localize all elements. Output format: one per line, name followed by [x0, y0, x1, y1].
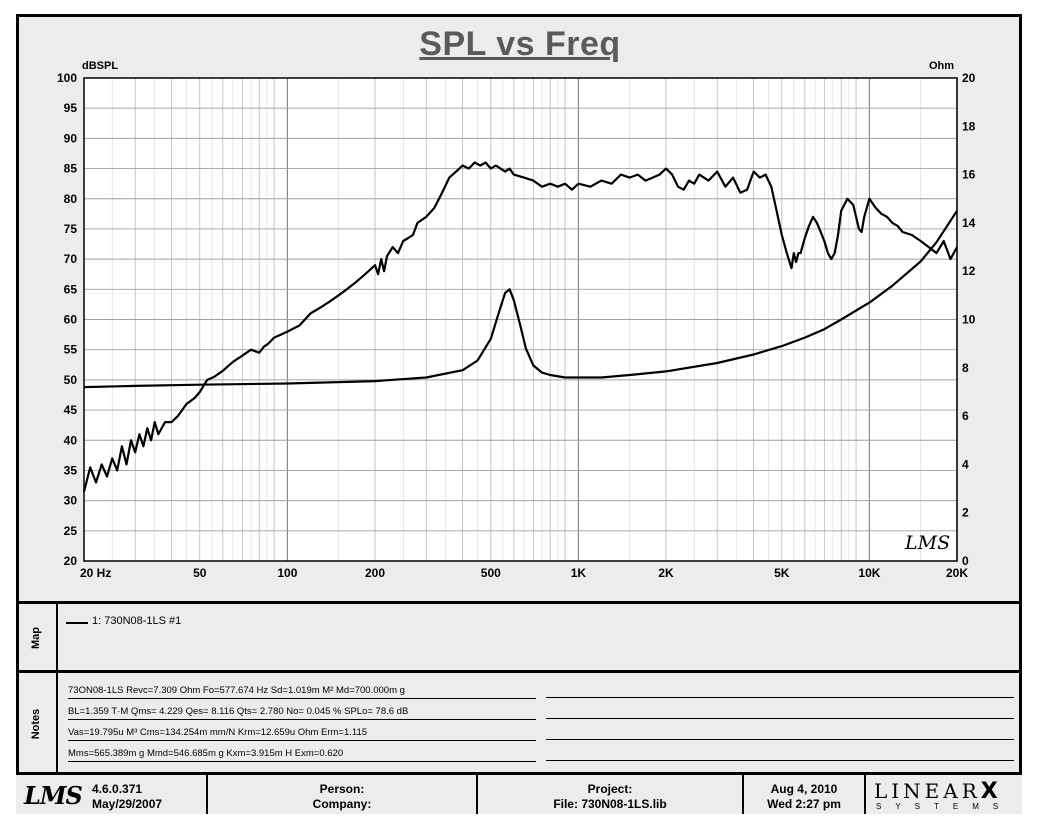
footer-bar: LMS 4.6.0.371 May/29/2007 Person: Compan…	[16, 772, 1022, 814]
footer-brand-cell: LINEARX SYSTEMS	[866, 775, 1016, 814]
plot-border	[83, 77, 958, 562]
y-tick-label: 85	[64, 162, 78, 176]
y-tick-label: 35	[64, 463, 78, 477]
x-tick-label: 10K	[858, 566, 880, 580]
footer-person-cell: Person: Company:	[208, 775, 478, 814]
y-tick-label: 40	[64, 433, 78, 447]
left-axis-unit: dBSPL	[82, 60, 119, 72]
x-tick-label: 20 Hz	[80, 566, 111, 580]
x-tick-label: 500	[481, 566, 501, 580]
y-tick-label: 65	[64, 282, 78, 296]
y-tick-label: 100	[57, 71, 77, 85]
right-axis-unit: Ohm	[929, 60, 955, 72]
y2-tick-label: 10	[962, 313, 976, 327]
y-tick-label: 90	[64, 131, 78, 145]
x-tick-label: 2K	[658, 566, 674, 580]
footer-project-cell: Project: File: 730N08-1LS.lib	[478, 775, 744, 814]
y2-tick-label: 18	[962, 119, 976, 133]
note-line-4: Mms=565.389m g Mmd=546.685m g Kxm=3.915m…	[68, 748, 536, 762]
x-tick-label: 1K	[571, 566, 587, 580]
project-file: File: 730N08-1LS.lib	[553, 797, 667, 811]
y2-tick-label: 14	[962, 216, 976, 230]
note-line-3: Vas=19.795u M³ Cms=134.254m mm/N Krm=12.…	[68, 727, 536, 741]
y2-tick-label: 4	[962, 457, 969, 471]
y2-tick-label: 0	[962, 554, 969, 568]
y2-tick-label: 12	[962, 264, 976, 278]
note-line-1: 73ON08-1LS Revc=7.309 Ohm Fo=577.674 Hz …	[68, 685, 536, 699]
spl-curve	[82, 161, 958, 492]
project-label: Project:	[587, 782, 633, 796]
x-tick-label: 5K	[774, 566, 790, 580]
notes-panel: Notes	[16, 670, 1022, 774]
y-tick-label: 30	[64, 494, 78, 508]
lms-logo: LMS	[24, 781, 83, 810]
note-rule	[546, 718, 1014, 719]
footer-time: Wed 2:27 pm	[767, 797, 841, 811]
footer-date-cell: Aug 4, 2010 Wed 2:27 pm	[744, 775, 866, 814]
x-tick-label: 100	[277, 566, 297, 580]
y-tick-label: 95	[64, 101, 78, 115]
y-tick-label: 70	[64, 252, 78, 266]
spl-impedance-plot: 20 25 30 35 40 45 50 55 60 65 70 75 80 85 90 95 100 0 2 4 6 8…	[57, 71, 976, 580]
note-line-2: BL=1.359 T·M Qms= 4.229 Qes= 8.116 Qts= …	[68, 706, 536, 720]
notes-panel-label: Notes	[16, 673, 58, 774]
y2-tick-label: 20	[962, 71, 976, 85]
company-label: Company:	[312, 797, 372, 811]
x-tick-label: 200	[365, 566, 385, 580]
plot-lms-watermark: LMS	[905, 532, 951, 554]
chart-title: SPL vs Freq	[419, 25, 621, 63]
footer-version-cell: LMS 4.6.0.371 May/29/2007	[16, 775, 208, 814]
person-label: Person:	[319, 782, 365, 796]
map-panel-label: Map	[16, 604, 58, 671]
y-tick-label: 80	[64, 192, 78, 206]
y-tick-label: 50	[64, 373, 78, 387]
legend-entry: 1: 730N08-1LS #1	[92, 615, 182, 627]
note-rule	[546, 760, 1014, 761]
map-panel: Map	[16, 601, 1022, 671]
y2-tick-label: 16	[962, 168, 976, 182]
linearx-logo: LINEARX	[874, 779, 1002, 804]
y-tick-label: 45	[64, 403, 78, 417]
y-tick-label: 75	[64, 222, 78, 236]
linearx-subtitle: SYSTEMS	[876, 802, 1013, 811]
note-rule	[546, 697, 1014, 698]
y-tick-label: 25	[64, 524, 78, 538]
y-tick-label: 55	[64, 343, 78, 357]
x-tick-label: 50	[193, 566, 207, 580]
legend-line-swatch	[66, 622, 88, 624]
y2-tick-label: 2	[962, 506, 969, 520]
impedance-curve	[83, 210, 958, 389]
x-tick-label: 20K	[946, 566, 968, 580]
version-number: 4.6.0.371	[92, 782, 143, 796]
version-date: May/29/2007	[92, 797, 163, 811]
y2-tick-label: 8	[962, 361, 969, 375]
note-rule	[546, 739, 1014, 740]
y-tick-label: 60	[64, 313, 78, 327]
y-tick-label: 20	[64, 554, 78, 568]
y2-tick-label: 6	[962, 409, 969, 423]
footer-date: Aug 4, 2010	[770, 782, 838, 796]
